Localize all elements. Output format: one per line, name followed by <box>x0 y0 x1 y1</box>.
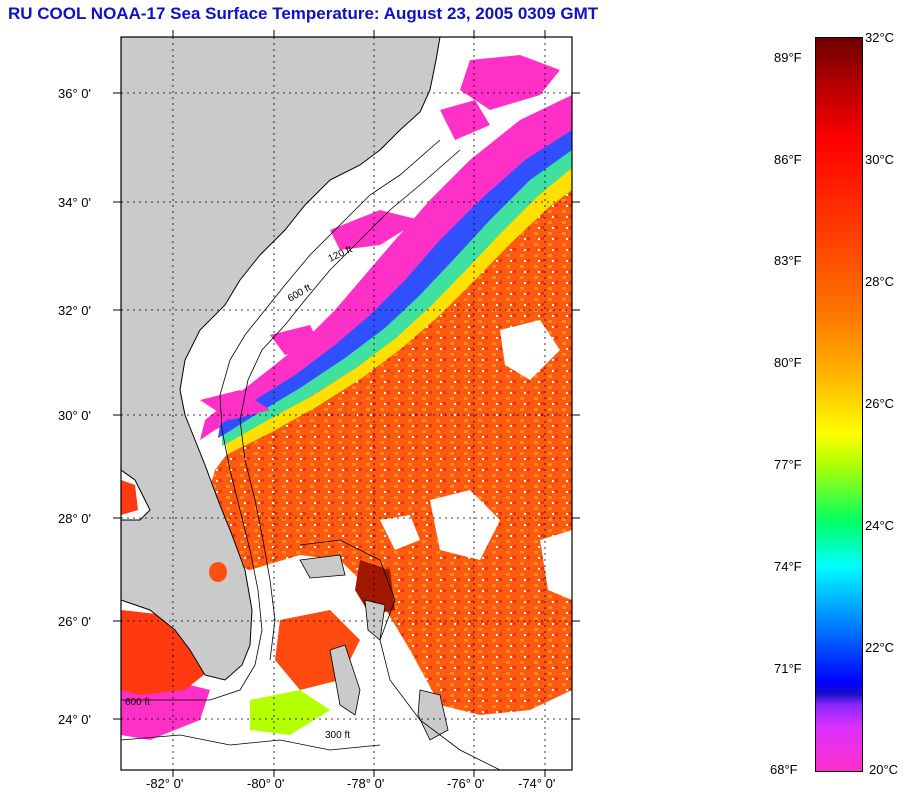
lat-tick-label: 26° 0' <box>58 614 91 629</box>
cloud-patch <box>540 530 572 600</box>
shelf-patch <box>121 680 210 740</box>
lake-okeechobee <box>209 562 227 582</box>
lat-tick-label: 28° 0' <box>58 511 91 526</box>
lon-tick-label: -82° 0' <box>146 776 184 791</box>
celsius-tick: 22°C <box>865 640 895 655</box>
contour-120ft <box>121 139 441 701</box>
shelf-patch <box>270 325 320 355</box>
celsius-tick: 30°C <box>865 152 895 167</box>
front-cool-band <box>218 130 572 438</box>
fahrenheit-tick: 68°F <box>770 762 798 777</box>
bahamas-island <box>329 644 361 716</box>
cloud-patch <box>380 515 420 550</box>
lat-tick-label: 34° 0' <box>58 195 91 210</box>
bahamas-island <box>299 554 346 579</box>
cloud-patch <box>430 490 500 560</box>
fahrenheit-tick: 77°F <box>774 457 802 472</box>
shelf-patch <box>250 690 330 735</box>
front-mid-band <box>222 150 572 446</box>
shelf-patch <box>440 100 490 140</box>
celsius-tick: 28°C <box>865 274 895 289</box>
us-landmass <box>121 37 441 681</box>
lon-tick-label: -74° 0' <box>518 776 556 791</box>
fahrenheit-tick: 83°F <box>774 253 802 268</box>
contour-600ft <box>239 149 461 661</box>
lon-tick-label: -76° 0' <box>447 776 485 791</box>
map-title: RU COOL NOAA-17 Sea Surface Temperature:… <box>8 4 599 23</box>
contour-florida-straits <box>121 734 381 751</box>
lon-tick-label: -80° 0' <box>247 776 285 791</box>
contour-label: 600 ft <box>125 697 150 708</box>
shelf-water-band <box>200 95 572 440</box>
shelf-patch <box>200 390 270 420</box>
lat-tick-label: 32° 0' <box>58 303 91 318</box>
warm-water-region <box>200 130 572 715</box>
front-warm-band <box>226 168 572 454</box>
lat-tick-label: 24° 0' <box>58 712 91 727</box>
lon-tick-label: -78° 0' <box>347 776 385 791</box>
contour-bahamas <box>299 539 501 770</box>
map-frame <box>120 36 573 771</box>
shelf-patch <box>330 210 420 250</box>
celsius-tick: 32°C <box>865 30 895 45</box>
cloud-patch <box>500 320 560 380</box>
fahrenheit-tick: 74°F <box>774 559 802 574</box>
celsius-tick: 26°C <box>865 396 895 411</box>
fahrenheit-tick: 80°F <box>774 355 802 370</box>
fahrenheit-tick: 86°F <box>774 152 802 167</box>
celsius-tick: 24°C <box>865 518 895 533</box>
shelf-patch <box>460 55 560 110</box>
celsius-tick: 20°C <box>869 762 899 777</box>
fahrenheit-tick: 71°F <box>774 661 802 676</box>
bahamas-island <box>417 689 449 741</box>
lat-tick-label: 30° 0' <box>58 408 91 423</box>
contour-label: 300 ft <box>325 730 350 741</box>
gulf-warm-water <box>121 480 138 515</box>
temperature-colorbar <box>815 37 863 772</box>
lat-tick-label: 36° 0' <box>58 86 91 101</box>
fahrenheit-tick: 89°F <box>774 50 802 65</box>
